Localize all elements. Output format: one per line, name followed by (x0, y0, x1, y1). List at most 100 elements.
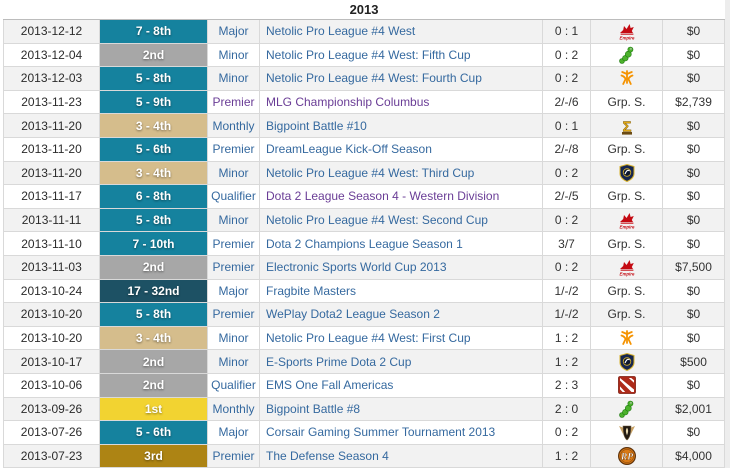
prize-cell: $0 (661, 42, 726, 68)
tournament-link[interactable]: Netolic Pro League #4 West: First Cup (266, 331, 471, 346)
tier-link[interactable]: Minor (218, 71, 249, 86)
team-empire-icon[interactable]: Empire (617, 210, 637, 230)
team-empire-icon[interactable]: Empire (617, 257, 637, 277)
tournament-link[interactable]: DreamLeague Kick-Off Season (266, 142, 432, 157)
tier-cell: Premier (207, 136, 260, 162)
prize-cell: $0 (661, 19, 726, 44)
tier-link[interactable]: Minor (218, 165, 249, 180)
tier-link[interactable]: Premier (212, 307, 255, 322)
sigma-icon[interactable]: Σ (617, 116, 637, 136)
tier-link[interactable]: Minor (218, 213, 249, 228)
opponent-cell[interactable] (590, 66, 663, 91)
date-cell: 2013-11-10 (3, 231, 100, 256)
tier-cell: Minor (207, 349, 260, 374)
tier-cell: Premier (207, 254, 260, 280)
svg-text:RP: RP (619, 452, 632, 462)
date-cell: 2013-11-03 (3, 254, 100, 280)
tier-cell: Monthly (207, 113, 260, 138)
fnatic-icon[interactable] (617, 328, 637, 348)
opponent-cell[interactable] (590, 42, 663, 68)
tier-link[interactable]: Minor (218, 354, 249, 369)
opponent-cell[interactable]: Empire (590, 207, 663, 233)
tier-link[interactable]: Premier (212, 260, 255, 275)
tier-link[interactable]: Premier (212, 236, 255, 251)
tournament-link[interactable]: Electronic Sports World Cup 2013 (266, 260, 447, 275)
result-row: 2013-11-03 2nd Premier Electronic Sports… (3, 254, 726, 280)
tournament-cell: EMS One Fall Americas (259, 372, 543, 398)
tier-link[interactable]: Premier (212, 142, 255, 157)
tournament-link[interactable]: The Defense Season 4 (266, 448, 389, 463)
tier-link[interactable]: Major (218, 425, 249, 440)
tournament-link[interactable]: E-Sports Prime Dota 2 Cup (266, 354, 412, 369)
tournament-cell: WePlay Dota2 League Season 2 (259, 302, 543, 327)
tier-link[interactable]: Monthly (212, 118, 255, 133)
crest-icon[interactable] (617, 352, 637, 372)
prize-cell: $2,001 (661, 396, 726, 422)
placement-badge: 17 - 32nd (99, 278, 208, 304)
opponent-cell[interactable]: Σ (590, 113, 663, 138)
crest-icon[interactable] (617, 163, 637, 183)
tier-cell: Minor (207, 160, 260, 186)
opponent-cell[interactable] (590, 372, 663, 398)
tier-link[interactable]: Minor (218, 331, 249, 346)
tournament-link[interactable]: Netolic Pro League #4 West (266, 24, 416, 39)
prize-cell: $0 (661, 184, 726, 209)
tournament-link[interactable]: MLG Championship Columbus (266, 95, 430, 110)
prize-cell: $0 (661, 278, 726, 304)
tournament-link[interactable]: Bigpoint Battle #10 (266, 118, 367, 133)
tier-cell: Qualifier (207, 184, 260, 209)
date-cell: 2013-12-03 (3, 66, 100, 91)
tournament-link[interactable]: Fragbite Masters (266, 283, 357, 298)
result-row: 2013-11-10 7 - 10th Premier Dota 2 Champ… (3, 231, 726, 256)
tier-link[interactable]: Major (218, 283, 249, 298)
score-cell: 2 : 0 (542, 396, 591, 422)
caterpillar-icon[interactable] (617, 45, 637, 65)
tournament-link[interactable]: Netolic Pro League #4 West: Fifth Cup (266, 47, 471, 62)
opponent-cell[interactable]: Empire (590, 19, 663, 44)
tournament-cell: Bigpoint Battle #10 (259, 113, 543, 138)
winged-crest-icon[interactable] (617, 422, 637, 442)
opponent-cell[interactable] (590, 349, 663, 374)
tournament-cell: Netolic Pro League #4 West: First Cup (259, 325, 543, 351)
tier-link[interactable]: Qualifier (211, 378, 256, 393)
result-row: 2013-10-17 2nd Minor E-Sports Prime Dota… (3, 349, 726, 374)
date-cell: 2013-10-17 (3, 349, 100, 374)
opponent-cell: Grp. S. (590, 89, 663, 115)
opponent-cell[interactable] (590, 420, 663, 445)
opponent-cell[interactable] (590, 325, 663, 351)
tournament-link[interactable]: Netolic Pro League #4 West: Third Cup (266, 165, 475, 180)
opponent-cell[interactable] (590, 396, 663, 422)
tier-link[interactable]: Monthly (212, 401, 255, 416)
tournament-link[interactable]: Netolic Pro League #4 West: Second Cup (266, 213, 488, 228)
caterpillar-icon[interactable] (617, 399, 637, 419)
team-empire-icon[interactable]: Empire (617, 21, 637, 41)
score-cell: 3/7 (542, 231, 591, 256)
tournament-cell: Fragbite Masters (259, 278, 543, 304)
date-cell: 2013-11-20 (3, 136, 100, 162)
tier-link[interactable]: Major (218, 24, 249, 39)
tournament-link[interactable]: Bigpoint Battle #8 (266, 401, 361, 416)
tournament-link[interactable]: Dota 2 League Season 4 - Western Divisio… (266, 189, 500, 204)
dota2-icon[interactable] (617, 375, 637, 395)
date-cell: 2013-11-20 (3, 113, 100, 138)
tournament-cell: Dota 2 League Season 4 - Western Divisio… (259, 184, 543, 209)
opponent-cell[interactable]: RP (590, 443, 663, 468)
opponent-cell[interactable]: Empire (590, 254, 663, 280)
fnatic-icon[interactable] (617, 68, 637, 88)
opponent-cell[interactable] (590, 160, 663, 186)
tournament-link[interactable]: Corsair Gaming Summer Tournament 2013 (266, 425, 496, 440)
placement-badge: 2nd (99, 254, 208, 280)
svg-text:Σ: Σ (622, 118, 631, 135)
tournament-link[interactable]: WePlay Dota2 League Season 2 (266, 307, 440, 322)
tournament-link[interactable]: Netolic Pro League #4 West: Fourth Cup (266, 71, 482, 86)
tournament-link[interactable]: Dota 2 Champions League Season 1 (266, 236, 463, 251)
rp-ball-icon[interactable]: RP (617, 446, 637, 466)
score-cell: 0 : 2 (542, 66, 591, 91)
score-cell: 0 : 2 (542, 420, 591, 445)
tier-cell: Major (207, 420, 260, 445)
tier-link[interactable]: Premier (212, 95, 255, 110)
tournament-link[interactable]: EMS One Fall Americas (266, 378, 394, 393)
tier-link[interactable]: Qualifier (211, 189, 256, 204)
tier-link[interactable]: Minor (218, 47, 249, 62)
tier-link[interactable]: Premier (212, 448, 255, 463)
